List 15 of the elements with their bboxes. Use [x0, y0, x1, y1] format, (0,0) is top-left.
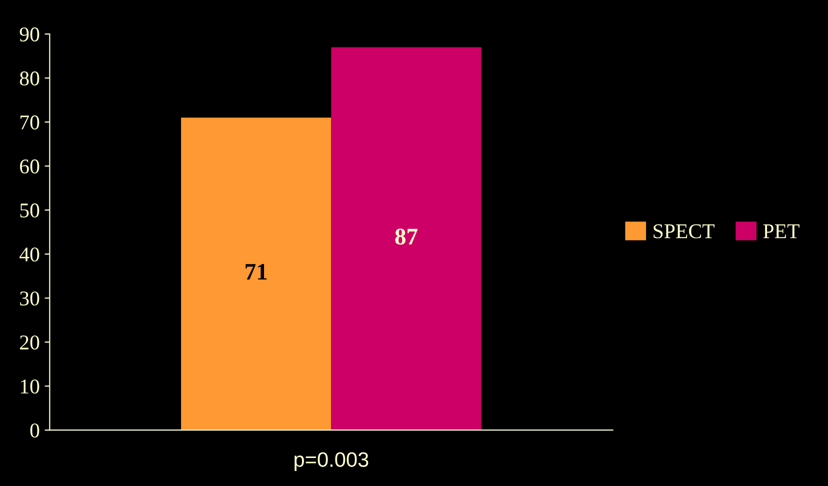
x-axis-title: p=0.003	[294, 452, 368, 472]
y-tick-label: 80	[20, 71, 40, 86]
y-tick-label: 70	[20, 115, 40, 130]
legend-label: PET	[763, 224, 800, 238]
data-label: 87	[395, 228, 418, 245]
y-tick-label: 90	[20, 27, 40, 42]
legend-label: SPECT	[654, 224, 714, 238]
y-tick-label: 30	[20, 291, 40, 306]
y-tick-label: 40	[20, 247, 40, 262]
data-label: 71	[246, 264, 267, 280]
y-tick-label: 0	[30, 423, 40, 438]
y-tick-label: 50	[20, 203, 40, 218]
y-tick-label: 10	[20, 379, 40, 394]
y-tick-label: 60	[20, 159, 40, 174]
y-tick-label: 20	[20, 335, 40, 350]
